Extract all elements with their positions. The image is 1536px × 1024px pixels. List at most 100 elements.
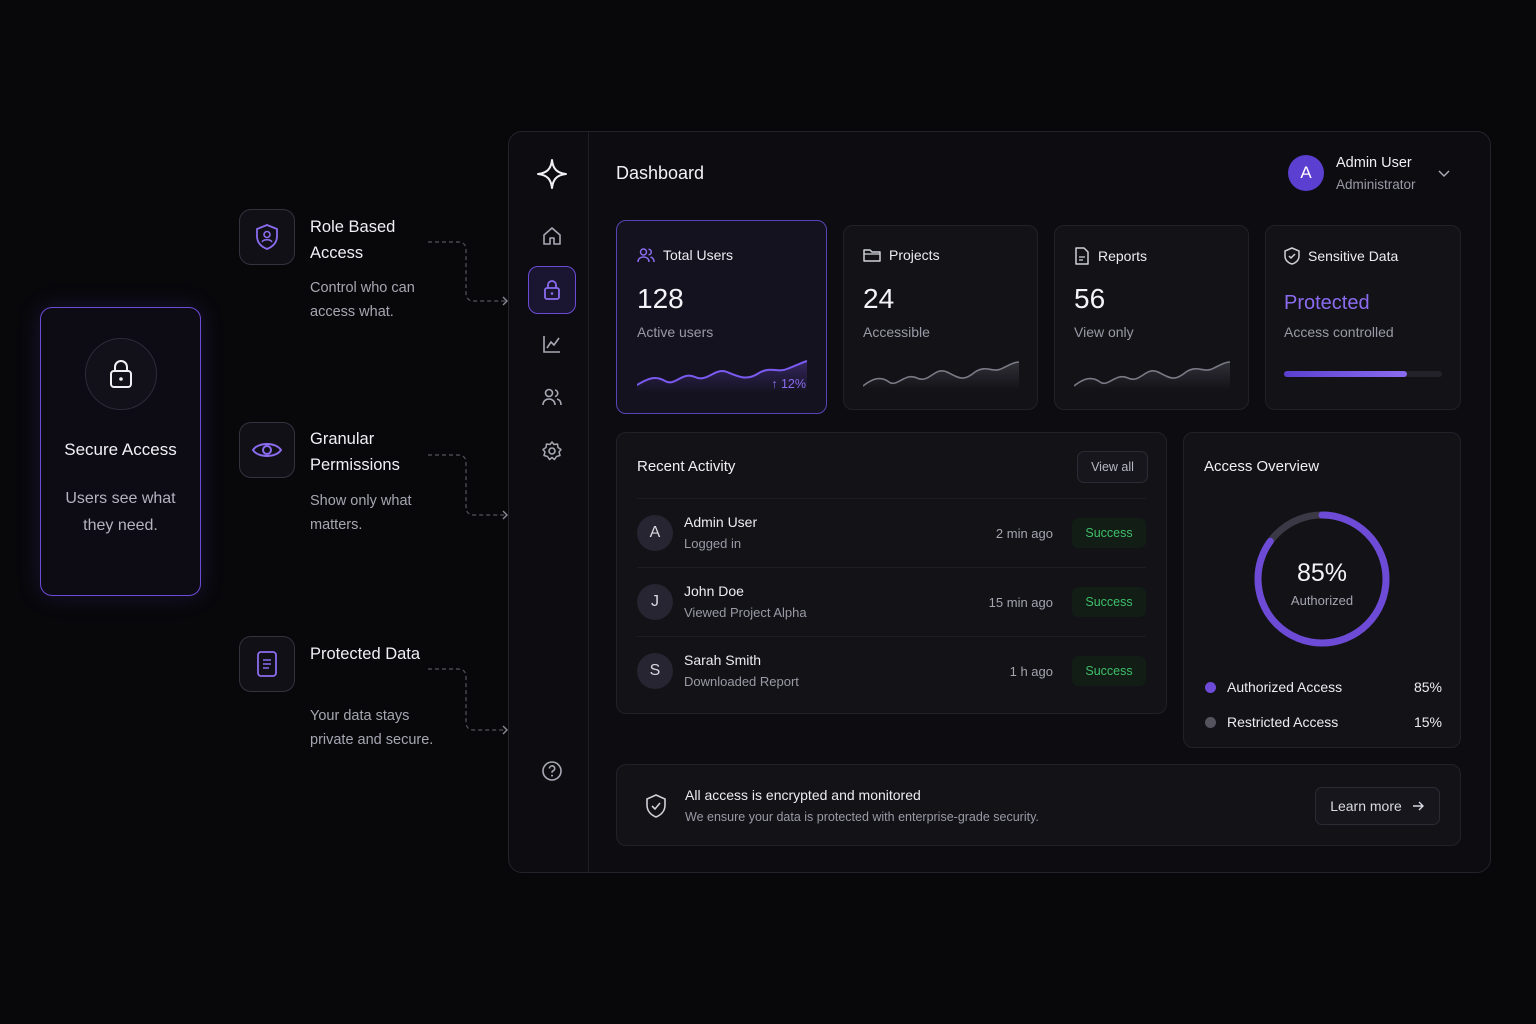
- feature-description: Your data stays private and secure.: [310, 708, 434, 748]
- activity-time: 1 h ago: [1009, 664, 1053, 679]
- legend-dot: [1205, 682, 1216, 693]
- stat-card-sensitive-data[interactable]: Sensitive Data Protected Access controll…: [1265, 225, 1461, 410]
- stat-label: Reports: [1098, 248, 1148, 264]
- stat-sub: View only: [1074, 324, 1134, 340]
- lock-icon: [85, 338, 157, 410]
- lock-icon[interactable]: [528, 266, 576, 314]
- legend-label: Restricted Access: [1227, 714, 1339, 730]
- logo-icon[interactable]: [528, 150, 576, 198]
- status-badge: Success: [1072, 656, 1146, 686]
- donut-label: Authorized: [1290, 593, 1354, 608]
- shield-user-icon: [239, 209, 295, 265]
- feature-description: Show only what matters.: [310, 493, 412, 533]
- stat-sub: Active users: [637, 324, 714, 340]
- status-badge: Success: [1072, 518, 1146, 548]
- learn-more-label: Learn more: [1330, 798, 1402, 814]
- user-name: Admin User: [1336, 155, 1412, 171]
- feature-title: Granular Permissions: [310, 430, 400, 474]
- stat-card-reports[interactable]: Reports 56 View only: [1054, 225, 1249, 410]
- learn-more-button[interactable]: Learn more: [1315, 787, 1440, 825]
- sparkline: [637, 360, 808, 393]
- sparkline: [863, 361, 1020, 390]
- donut-value: 85%: [1296, 559, 1348, 587]
- connector-lines: [428, 241, 508, 735]
- access-overview-card: Access Overview 85% Authorized Authorize…: [1183, 432, 1461, 748]
- trend-value: ↑ 12%: [771, 377, 806, 391]
- activity-action: Logged in: [684, 536, 742, 551]
- legend-value: 85%: [1413, 679, 1442, 695]
- banner-title: All access is encrypted and monitored: [685, 787, 921, 803]
- feature-title: Role Based Access: [310, 218, 396, 262]
- stat-value: 128: [637, 283, 684, 314]
- activity-time: 15 min ago: [988, 595, 1053, 610]
- chart-icon[interactable]: [528, 320, 576, 368]
- feature-role-based: [239, 209, 295, 265]
- user-role: Administrator: [1336, 177, 1416, 192]
- avatar: J: [637, 584, 673, 620]
- stat-card-header: Reports: [1074, 247, 1147, 265]
- hero-description: Users see what they need.: [65, 490, 176, 534]
- sparkline: [1074, 361, 1231, 390]
- users-icon: [637, 247, 655, 263]
- stat-value: 56: [1074, 283, 1106, 314]
- donut-chart: [1254, 511, 1390, 647]
- home-icon[interactable]: [528, 212, 576, 260]
- avatar[interactable]: A: [1288, 155, 1324, 191]
- section-title: Recent Activity: [637, 458, 736, 475]
- stat-label: Projects: [889, 247, 940, 263]
- stat-value: 24: [863, 283, 895, 314]
- stat-sub: Access controlled: [1284, 324, 1394, 340]
- stat-label: Total Users: [663, 247, 734, 263]
- avatar: A: [637, 515, 673, 551]
- users-icon[interactable]: [528, 373, 576, 421]
- settings-icon[interactable]: [528, 427, 576, 475]
- feature-title: Protected Data: [310, 645, 421, 663]
- help-icon[interactable]: [528, 747, 576, 795]
- stat-card-header: Sensitive Data: [1284, 247, 1398, 265]
- document-icon: [239, 636, 295, 692]
- table-row[interactable]: S Sarah Smith Downloaded Report 1 h ago …: [637, 636, 1146, 705]
- donut-authorized-arc: [1254, 511, 1390, 647]
- feature-protected: [239, 636, 295, 692]
- feature-granular: [239, 422, 295, 478]
- shield-check-icon: [1284, 247, 1300, 265]
- activity-action: Downloaded Report: [684, 674, 799, 689]
- legend-item: Authorized Access 85%: [1204, 678, 1442, 698]
- eye-icon: [239, 422, 295, 478]
- security-banner: All access is encrypted and monitored We…: [616, 764, 1461, 846]
- stat-card-header: Projects: [863, 247, 940, 263]
- progress-track: [1284, 371, 1442, 377]
- activity-action: Viewed Project Alpha: [684, 605, 807, 620]
- activity-time: 2 min ago: [995, 526, 1053, 541]
- activity-user: Admin User: [684, 514, 758, 530]
- stat-sub: Accessible: [863, 324, 930, 340]
- recent-activity-card: Recent Activity View all A Admin User Lo…: [616, 432, 1167, 714]
- avatar: S: [637, 653, 673, 689]
- page-title: Dashboard: [616, 163, 705, 183]
- legend-item: Restricted Access 15%: [1204, 713, 1442, 733]
- activity-user: Sarah Smith: [684, 652, 762, 668]
- folder-icon: [863, 247, 881, 263]
- table-row[interactable]: J John Doe Viewed Project Alpha 15 min a…: [637, 567, 1146, 636]
- legend-value: 15%: [1413, 714, 1442, 730]
- legend-dot: [1205, 717, 1216, 728]
- view-all-button[interactable]: View all: [1077, 451, 1148, 483]
- stat-card-header: Total Users: [637, 247, 733, 263]
- progress-fill: [1284, 371, 1408, 377]
- chevron-down-icon[interactable]: [1437, 168, 1451, 178]
- secure-access-card: Secure Access Users see what they need.: [40, 307, 201, 596]
- activity-user: John Doe: [684, 583, 744, 599]
- feature-description: Control who can access what.: [310, 280, 415, 320]
- stat-label: Sensitive Data: [1308, 248, 1399, 264]
- stat-value: Protected: [1284, 292, 1370, 314]
- hero-title: Secure Access: [64, 440, 177, 459]
- legend-label: Authorized Access: [1227, 679, 1343, 695]
- status-badge: Success: [1072, 587, 1146, 617]
- stat-card-total-users[interactable]: Total Users 128 Active users ↑ 12%: [616, 220, 827, 414]
- report-icon: [1074, 247, 1090, 265]
- section-title: Access Overview: [1204, 458, 1320, 475]
- banner-description: We ensure your data is protected with en…: [685, 810, 1039, 824]
- sidebar: [509, 132, 589, 872]
- table-row[interactable]: A Admin User Logged in 2 min ago Success: [637, 498, 1146, 567]
- stat-card-projects[interactable]: Projects 24 Accessible: [843, 225, 1038, 410]
